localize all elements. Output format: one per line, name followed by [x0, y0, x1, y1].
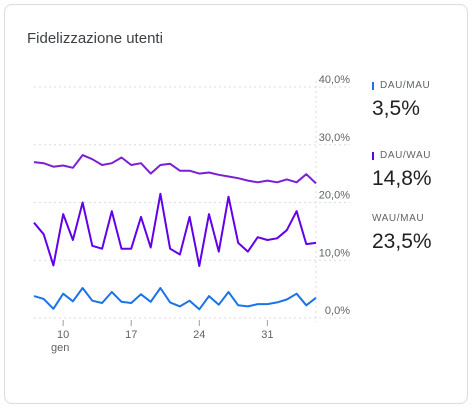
legend-label: DAU/WAU: [380, 150, 432, 161]
legend-label: DAU/MAU: [380, 80, 431, 91]
legend-label: WAU/MAU: [372, 213, 425, 224]
card-title: Fidelizzazione utenti: [27, 30, 163, 47]
legend-value: 3,5%: [372, 97, 420, 120]
x-tick-sublabel: gen: [51, 342, 69, 354]
legend-swatch: [372, 151, 374, 160]
legend-dau-wau[interactable]: DAU/WAU 14,8%: [372, 150, 432, 191]
legend-swatch: [372, 81, 374, 90]
x-tick-label: 17: [125, 329, 137, 341]
y-tick-label: 20,0%: [319, 190, 350, 202]
x-tick-label: 24: [193, 329, 205, 341]
legend-dau-mau[interactable]: DAU/MAU 3,5%: [372, 80, 430, 121]
legend-value: 23,5%: [372, 230, 432, 253]
legend-value: 14,8%: [372, 167, 432, 190]
y-tick-label: 40,0%: [319, 74, 350, 86]
y-tick-label: 30,0%: [319, 132, 350, 144]
series-line-wau-mau: [33, 154, 317, 185]
x-tick-label: 10: [57, 329, 69, 341]
y-tick-label: 0,0%: [325, 305, 350, 317]
series-line-dau-mau: [33, 287, 317, 311]
legend-wau-mau[interactable]: WAU/MAU 23,5%: [372, 213, 432, 254]
series-line-dau-wau: [33, 192, 317, 267]
y-tick-label: 10,0%: [319, 247, 350, 259]
x-tick-label: 31: [261, 329, 273, 341]
